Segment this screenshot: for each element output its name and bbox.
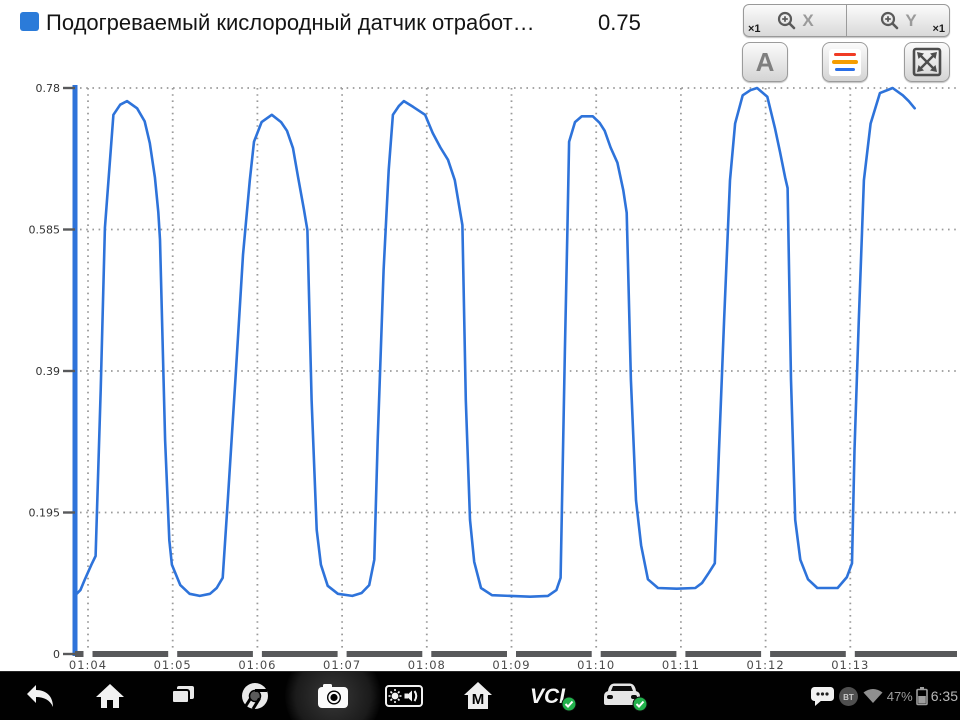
brightness-volume-icon: [385, 685, 423, 707]
screenshot-camera-button[interactable]: [309, 672, 357, 720]
system-nav-bar: M VCI: [0, 671, 960, 720]
vci-icon: VCI: [530, 685, 577, 712]
home-button[interactable]: [86, 672, 134, 720]
x-axis-tick-label: 01:10: [577, 658, 615, 672]
x-axis-tick-label: 01:07: [323, 658, 361, 672]
chart-axes: 0 0.195 0.39 0.585 0.78 01:04 01:05 01:06 01:07 0…: [29, 82, 957, 672]
messages-icon: [810, 687, 834, 706]
x-axis-tick-label: 01:09: [492, 658, 530, 672]
vehicle-icon: [604, 683, 648, 712]
clock-label: 6:35: [930, 688, 958, 704]
x-axis-tick-label: 01:11: [662, 658, 700, 672]
pid-name-label: Подогреваемый кислородный датчик отработ…: [46, 10, 535, 35]
vehicle-status-button[interactable]: [598, 672, 654, 720]
y-axis-tick-label: 0: [53, 648, 60, 661]
pid-current-value: 0.75: [598, 10, 641, 35]
bt-connection-icon: BT: [838, 686, 858, 706]
battery-icon: [915, 687, 928, 706]
magnifier-plus-icon: [881, 11, 899, 29]
maxisys-home-button[interactable]: M: [454, 672, 502, 720]
chart-gridlines: [80, 87, 957, 648]
status-tray: BT 47% 6:35: [810, 672, 958, 720]
graph-merge-icon: [829, 48, 861, 76]
zoom-y-button[interactable]: Y ×1: [846, 5, 949, 36]
y-axis-tick-label: 0.39: [36, 365, 61, 378]
y-axis-tick-label: 0.195: [29, 507, 61, 520]
browser-button[interactable]: [231, 672, 279, 720]
svg-text:M: M: [472, 691, 485, 708]
y-axis-tick-label: 0.78: [36, 82, 61, 95]
waveform-chart[interactable]: 0 0.195 0.39 0.585 0.78 01:04 01:05 01:06 01:07 0…: [0, 0, 960, 672]
expand-icon: [912, 47, 942, 77]
recent-apps-button[interactable]: [158, 672, 206, 720]
chrome-icon: [242, 683, 268, 710]
maxisys-home-icon: M: [464, 682, 492, 709]
oxygen-sensor-waveform: [74, 86, 916, 598]
back-button[interactable]: [16, 672, 64, 720]
zoom-y-axis-letter: Y: [905, 10, 917, 30]
zoom-x-button[interactable]: ×1 X: [744, 5, 846, 36]
zoom-y-factor: ×1: [932, 23, 945, 35]
series-legend-swatch[interactable]: [20, 12, 39, 31]
graph-merge-button[interactable]: [822, 42, 868, 82]
auto-scale-button[interactable]: A: [742, 42, 788, 82]
y-axis-tick-label: 0.585: [29, 224, 61, 237]
zoom-controls: ×1 X Y ×1: [743, 4, 950, 37]
back-icon: [27, 685, 53, 707]
battery-percent-label: 47%: [886, 688, 913, 704]
x-axis-tick-label: 01:06: [238, 658, 276, 672]
brightness-volume-button[interactable]: [380, 672, 428, 720]
svg-text:VCI: VCI: [530, 685, 566, 708]
camera-icon: [318, 684, 348, 708]
x-axis-tick-label: 01:13: [831, 658, 869, 672]
x-axis-tick-label: 01:04: [69, 658, 107, 672]
x-axis-tick-label: 01:08: [408, 658, 446, 672]
recent-apps-icon: [171, 686, 194, 704]
x-axis-tick-label: 01:12: [747, 658, 785, 672]
home-icon: [96, 684, 124, 708]
fullscreen-button[interactable]: [904, 42, 950, 82]
zoom-x-axis-letter: X: [802, 10, 814, 30]
x-axis-tick-label: 01:05: [154, 658, 192, 672]
vci-status-button[interactable]: VCI: [526, 672, 582, 720]
magnifier-plus-icon: [778, 11, 796, 29]
wifi-icon: [863, 689, 883, 703]
svg-text:BT: BT: [843, 693, 854, 702]
zoom-x-factor: ×1: [748, 23, 761, 35]
